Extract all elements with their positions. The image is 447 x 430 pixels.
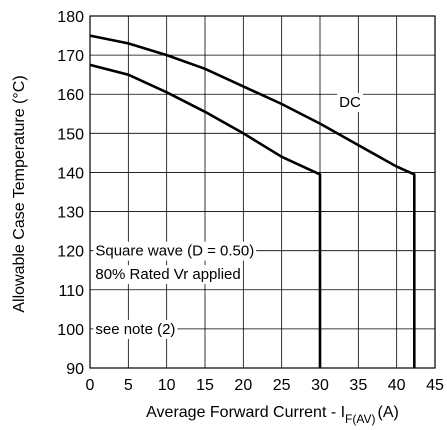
- x-tick-label: 35: [349, 377, 367, 394]
- annotation-background: [93, 241, 257, 261]
- x-axis-title-main: Average Forward Current - I: [146, 404, 345, 421]
- annotation-text: see note (2): [95, 321, 175, 338]
- x-tick-labels: 0 5 10 15 20 25 30 35 40 45: [86, 377, 444, 394]
- x-axis-title-unit: (A): [378, 404, 399, 421]
- annotation: Square wave (D = 0.50): [93, 241, 257, 261]
- series-line-dc: [89, 34, 416, 368]
- annotation-background: [337, 93, 363, 113]
- y-tick-label: 140: [57, 165, 84, 182]
- annotation-text: 80% Rated Vr applied: [95, 266, 240, 283]
- x-tick-label: 0: [86, 377, 95, 394]
- x-tick-label: 15: [196, 377, 214, 394]
- x-tick-label: 45: [426, 377, 444, 394]
- x-tick-label: 5: [124, 377, 133, 394]
- annotation: see note (2): [93, 319, 178, 339]
- x-axis-title-subscript: F(AV): [345, 412, 375, 426]
- x-tick-label: 25: [273, 377, 291, 394]
- x-axis-title: Average Forward Current - IF(AV) (A): [146, 404, 399, 426]
- y-tick-label: 110: [58, 283, 84, 300]
- annotations: DC Square wave (D = 0.50) 80% Rated Vr app…: [93, 93, 363, 339]
- y-tick-label: 100: [57, 322, 84, 339]
- series-line-square-wave: [89, 63, 322, 368]
- y-tick-label: 120: [57, 244, 84, 261]
- annotation-text: Square wave (D = 0.50): [95, 243, 254, 260]
- curves: [89, 34, 416, 368]
- y-tick-label: 180: [57, 9, 84, 26]
- y-tick-label: 150: [57, 126, 84, 143]
- plot-frame: [89, 15, 436, 369]
- y-tick-label: 170: [57, 48, 84, 65]
- x-tick-label: 30: [311, 377, 329, 394]
- y-tick-label: 160: [57, 87, 84, 104]
- annotation: 80% Rated Vr applied: [93, 265, 243, 285]
- grid: [90, 16, 435, 368]
- annotation-background: [93, 265, 243, 285]
- x-tick-label: 40: [388, 377, 406, 394]
- annotation: DC: [337, 93, 363, 113]
- y-axis-title: Allowable Case Temperature (°C): [11, 75, 28, 312]
- y-tick-label: 130: [57, 205, 84, 222]
- y-tick-label: 90: [66, 361, 84, 378]
- x-tick-label: 20: [234, 377, 252, 394]
- annotation-background: [93, 319, 178, 339]
- annotation-text: DC: [339, 94, 361, 111]
- x-tick-label: 10: [158, 377, 176, 394]
- y-tick-labels: 90 100 110 120 130 140 150 160 170 180: [57, 9, 84, 378]
